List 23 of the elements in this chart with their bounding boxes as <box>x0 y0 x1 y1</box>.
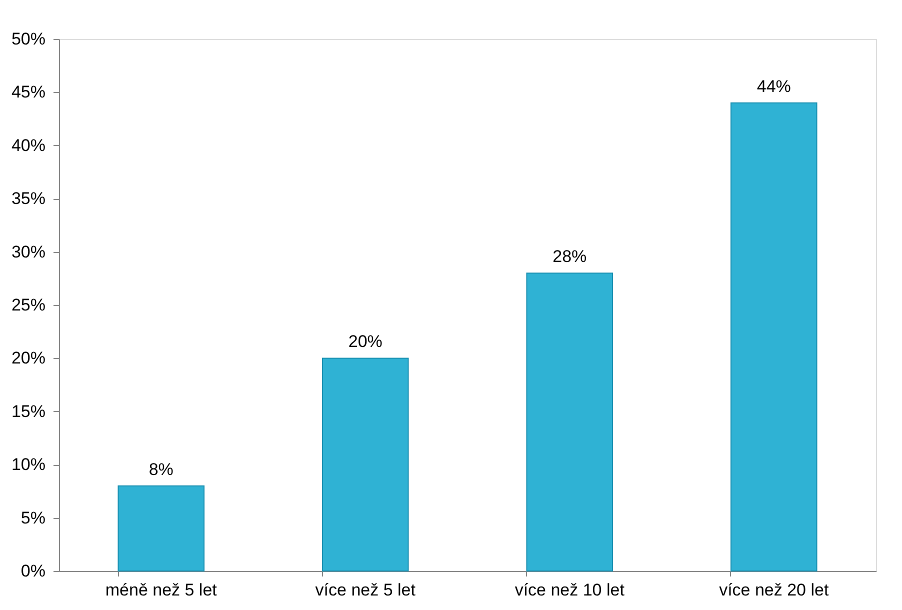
y-tick-label: 20% <box>11 348 46 368</box>
bar <box>730 102 818 572</box>
data-label: 8% <box>148 460 174 479</box>
bar <box>322 358 409 572</box>
y-tick-label: 50% <box>11 30 46 48</box>
x-tick-label: více než 5 let <box>315 580 416 600</box>
data-label: 20% <box>348 332 382 352</box>
y-tick-label: 10% <box>11 455 46 474</box>
y-tick-label: 5% <box>20 508 46 528</box>
x-tick-label: méně než 5 let <box>105 580 218 600</box>
x-tick-label: více než 20 let <box>719 580 829 600</box>
x-tick-label: více než 10 let <box>514 580 625 600</box>
y-tick-label: 30% <box>11 242 46 262</box>
y-tick-label: 25% <box>11 296 46 314</box>
y-tick-label: 35% <box>11 189 46 208</box>
y-tick-label: 40% <box>11 136 46 155</box>
y-tick-label: 0% <box>20 562 46 580</box>
y-tick-label: 15% <box>11 402 46 421</box>
data-label: 44% <box>756 76 791 96</box>
bar <box>118 485 205 572</box>
bar <box>526 272 614 572</box>
data-label: 28% <box>552 247 587 266</box>
y-tick-label: 45% <box>11 82 46 102</box>
